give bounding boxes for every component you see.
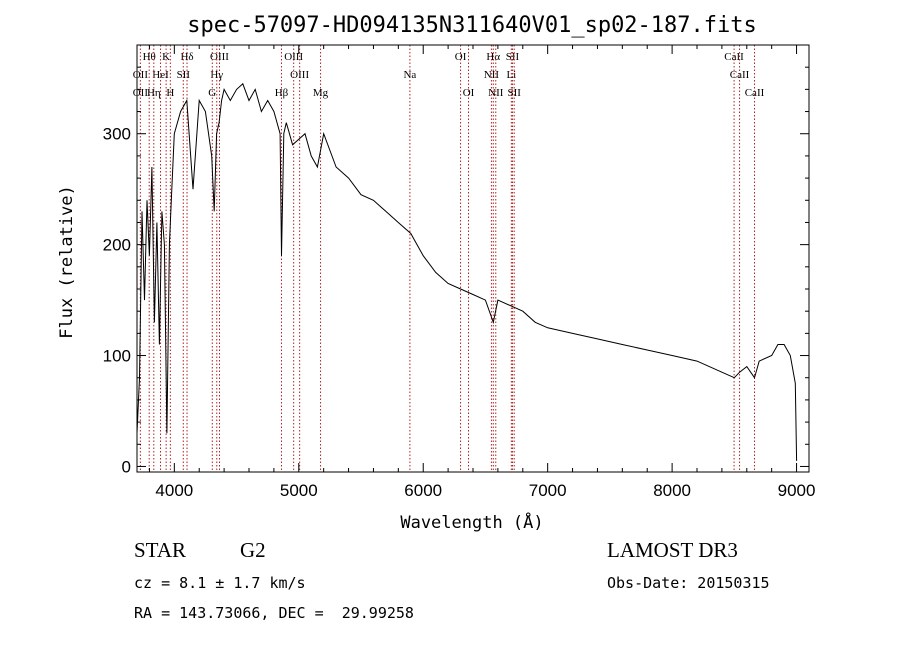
x-axis-label: Wavelength (Å) — [400, 511, 543, 533]
line-label-hδ: Hδ — [180, 51, 193, 63]
x-tick-label: 4000 — [155, 481, 193, 500]
line-label-oiii: OIII — [210, 51, 229, 63]
line-label-nii: NII — [484, 69, 500, 81]
x-tick-label: 9000 — [778, 481, 816, 500]
line-label-hγ: Hγ — [210, 69, 223, 81]
axis-ticks: 4000 5000 6000 7000 8000 9000 0 100 200 300 — [103, 45, 816, 500]
line-label-hei: HeI — [152, 69, 169, 81]
x-tick-label: 7000 — [529, 481, 567, 500]
line-label-sii: SII — [177, 69, 191, 81]
y-tick-label: 100 — [103, 347, 131, 366]
line-label-oi: OI — [463, 87, 475, 99]
x-tick-label: 8000 — [653, 481, 691, 500]
object-subclass: G2 — [240, 538, 266, 562]
coordinates-text: RA = 143.73066, DEC = 29.99258 — [134, 604, 414, 622]
redshift-text: cz = 8.1 ± 1.7 km/s — [134, 574, 306, 592]
plot-frame — [136, 44, 810, 473]
line-label-sii: SII — [507, 87, 521, 99]
x-tick-label: 5000 — [280, 481, 318, 500]
line-label-hα: Hα — [486, 51, 500, 63]
line-label-li: Li — [506, 69, 516, 81]
spectral-line-markers: Hθ K Hδ OIII OIII OI Hα SII CaII OII HeI SII Hγ OIII N… — [133, 45, 765, 472]
object-class: STAR — [134, 538, 186, 562]
y-axis-label: Flux (relative) — [57, 185, 77, 339]
y-tick-label: 300 — [103, 125, 131, 144]
y-tick-label: 200 — [103, 236, 131, 255]
y-tick-label: 0 — [122, 457, 131, 476]
line-label-oi: OI — [455, 51, 467, 63]
chart-title: spec-57097-HD094135N311640V01_sp02-187.f… — [187, 13, 757, 38]
line-label-hβ: Hβ — [275, 87, 289, 99]
line-label-oiii: OIII — [290, 69, 309, 81]
line-label-caii: CaII — [724, 51, 744, 63]
spectrum-series — [136, 82, 798, 461]
line-label-k: K — [162, 51, 170, 63]
x-tick-label: 6000 — [404, 481, 442, 500]
line-label-h: H — [166, 87, 174, 99]
line-label-caii: CaII — [730, 69, 750, 81]
survey-name: LAMOST DR3 — [607, 538, 738, 562]
spectrum-line — [136, 82, 798, 461]
line-label-g: G — [208, 87, 216, 99]
line-label-oii: OII — [133, 69, 149, 81]
line-label-nii: NII — [488, 87, 504, 99]
line-label-sii: SII — [506, 51, 520, 63]
obs-date: Obs-Date: 20150315 — [607, 574, 770, 592]
line-label-mg: Mg — [313, 87, 329, 99]
line-label-hη: Hη — [147, 87, 161, 99]
line-label-na: Na — [403, 69, 416, 81]
line-label-hθ: Hθ — [143, 51, 156, 63]
line-label-oiii: OIII — [284, 51, 303, 63]
line-label-caii: CaII — [745, 87, 765, 99]
